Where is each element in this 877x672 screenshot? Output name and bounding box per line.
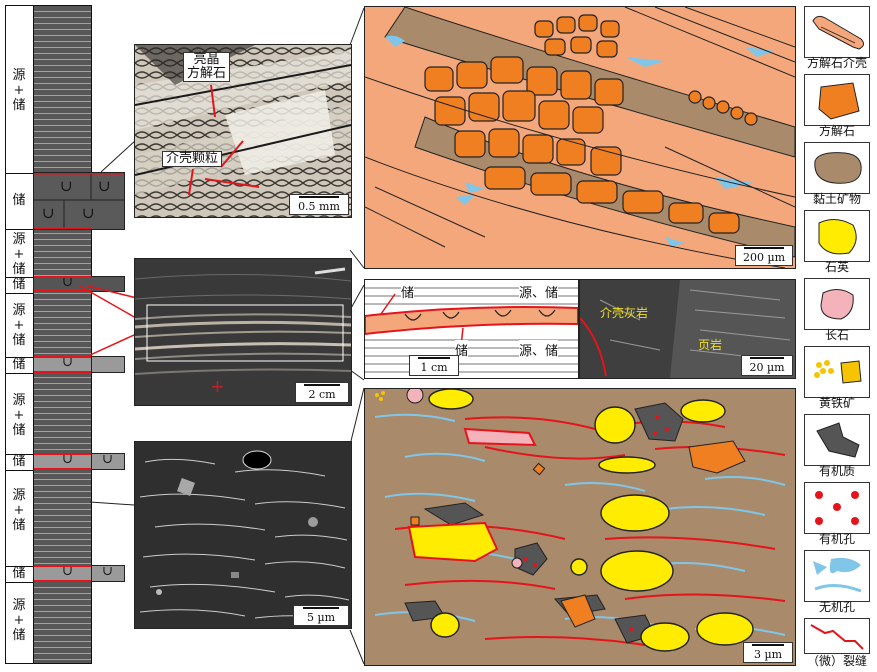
storage-bed-2: ∪ (33, 275, 125, 292)
legend-label: 有机质 (818, 464, 855, 478)
column-label: 源 + 储 (12, 303, 26, 348)
legend-label: 长石 (824, 328, 849, 342)
column-label-strip (5, 5, 34, 664)
shale-sketch-drawing (365, 389, 795, 665)
shell-limestone-sketch: 200 µm (364, 6, 796, 269)
sem-shell-shale-photo: 介壳灰岩 页岩 20 µm (579, 279, 796, 379)
scale-bar-photo3: 5 µm (293, 605, 349, 626)
shell-symbol: ∪ (62, 355, 73, 370)
inorganic-pore-icon (804, 550, 870, 602)
shell-symbol: ∪ (62, 564, 73, 579)
quartz-icon (804, 210, 870, 262)
shell-sketch-drawing (365, 7, 795, 268)
strip-label-source-store-bottom: 源、储 (519, 340, 559, 359)
label-shale: 页岩 (698, 338, 723, 352)
core-texture: + (135, 259, 351, 405)
organic-matter-icon (804, 414, 870, 466)
shell-symbol: ∪ (62, 275, 73, 290)
shell-symbol: ∪ (82, 204, 95, 222)
column-label: 储 (12, 454, 26, 469)
pyrite-icon (804, 346, 870, 398)
storage-bed-1: ∪ ∪ ∪ ∪ (33, 172, 125, 230)
thin-section-photo: 亮晶 方解石 介壳颗粒 0.5 mm (134, 44, 352, 218)
legend-label: 石英 (824, 260, 849, 274)
strat-column-lines (34, 6, 91, 663)
scale-bar-sem: 20 µm (741, 355, 793, 376)
thin-section-texture (135, 45, 351, 217)
calcite-shell-icon (804, 6, 870, 58)
column-label: 储 (12, 357, 26, 372)
strip-label-source-store-top: 源、储 (519, 282, 559, 301)
strip-label-store-top: 储 (401, 282, 415, 301)
callout-bright-calcite: 亮晶 方解石 (183, 52, 231, 82)
microfracture-icon (804, 618, 870, 654)
column-label: 储 (12, 193, 26, 208)
column-label: 源 + 储 (12, 68, 26, 113)
scale-bar-sketch2: 3 µm (743, 642, 793, 663)
callout-shell-grain: 介壳颗粒 (162, 151, 223, 167)
legend-label: 方解石介壳 (806, 56, 867, 70)
organic-pore-icon (804, 482, 870, 534)
shell-symbol: ∪ (62, 452, 73, 467)
clay-mineral-icon (804, 142, 870, 194)
column-label: 储 (12, 566, 26, 581)
shell-symbol: ∪ (60, 177, 73, 195)
shell-symbol: ∪ (42, 204, 55, 222)
legend-label: （微）裂缝 (806, 654, 867, 668)
shell-symbol: ∪ (102, 564, 113, 579)
sem-photo-shale: 5 µm (134, 441, 352, 629)
scale-bar-photo1: 0.5 mm (289, 194, 349, 215)
shale-sketch: 3 µm (364, 388, 796, 666)
shell-symbol: ∪ (98, 177, 111, 195)
label-shell-limestone: 介壳灰岩 (600, 306, 649, 320)
storage-bed-3: ∪ (33, 355, 125, 373)
column-label: 源 + 储 (12, 598, 26, 643)
strip-label-store-bottom: 储 (455, 340, 469, 359)
column-label: 源 + 储 (12, 393, 26, 438)
scale-bar-sketch1: 200 µm (735, 245, 793, 266)
strat-column (33, 5, 92, 664)
column-label: 储 (12, 277, 26, 292)
shell-symbol: ∪ (102, 452, 113, 467)
core-strip-sketch: 储 源、储 储 源、储 1 cm (364, 279, 579, 379)
core-photo: + 2 cm (134, 258, 352, 406)
sem-texture (135, 442, 351, 628)
legend-label: 黏土矿物 (812, 192, 861, 206)
legend-label: 无机孔 (818, 600, 855, 614)
scale-bar-strip: 1 cm (409, 355, 459, 376)
strip-drawing (365, 287, 578, 373)
column-label: 源 + 储 (12, 488, 26, 533)
storage-bed-4: ∪ ∪ (33, 452, 125, 470)
scale-bar-photo2: 2 cm (295, 382, 349, 403)
calcite-icon (804, 74, 870, 126)
column-label: 源 + 储 (12, 232, 26, 277)
legend-label: 黄铁矿 (818, 396, 855, 410)
feldspar-icon (804, 278, 870, 330)
legend-label: 有机孔 (818, 532, 855, 546)
svg-text:+: + (211, 374, 224, 399)
legend-label: 方解石 (818, 124, 855, 138)
storage-bed-5: ∪ ∪ (33, 564, 125, 582)
